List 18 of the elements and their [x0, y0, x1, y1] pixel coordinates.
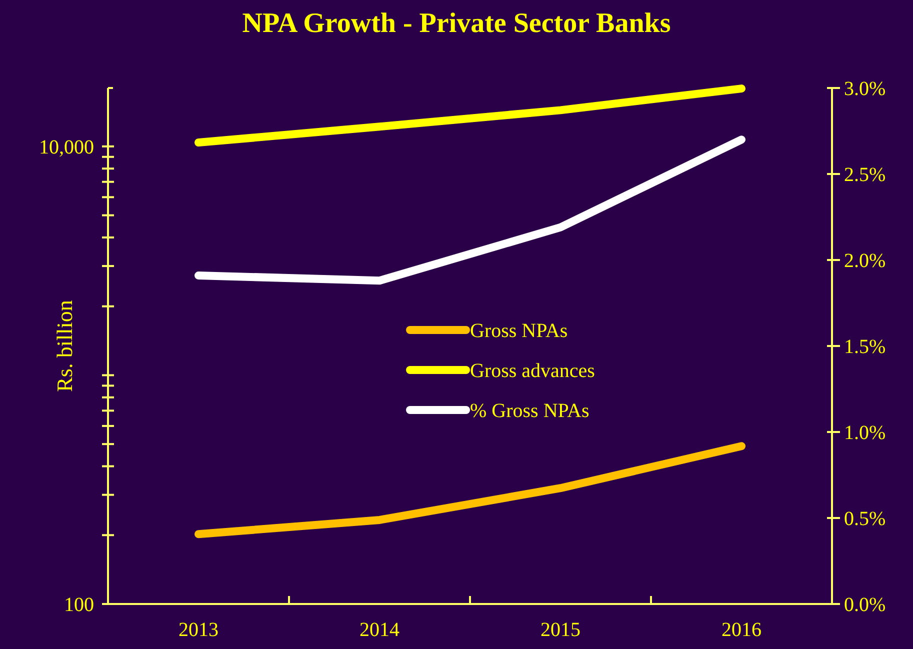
- y2-tick-label: 0.5%: [844, 508, 886, 530]
- y2-tick-label: 1.5%: [844, 336, 886, 358]
- y2-tick-label: 2.0%: [844, 250, 886, 272]
- legend-label: % Gross NPAs: [470, 400, 590, 422]
- legend-label: Gross advances: [470, 360, 596, 382]
- x-tick-label: 2015: [540, 619, 580, 641]
- y-tick-label: 10,000: [39, 136, 94, 158]
- x-tick-label: 2016: [722, 619, 762, 641]
- y2-tick-label: 1.0%: [844, 422, 886, 444]
- chart-title: NPA Growth - Private Sector Banks: [242, 8, 671, 39]
- legend-label: Gross NPAs: [470, 320, 568, 342]
- x-tick-label: 2014: [360, 619, 400, 641]
- y-tick-label: 100: [64, 594, 94, 616]
- y2-tick-label: 0.0%: [844, 594, 886, 616]
- x-tick-label: 2013: [178, 619, 218, 641]
- y2-tick-label: 3.0%: [844, 78, 886, 100]
- y2-tick-label: 2.5%: [844, 164, 886, 186]
- y-axis-title: Rs. billion: [52, 300, 77, 392]
